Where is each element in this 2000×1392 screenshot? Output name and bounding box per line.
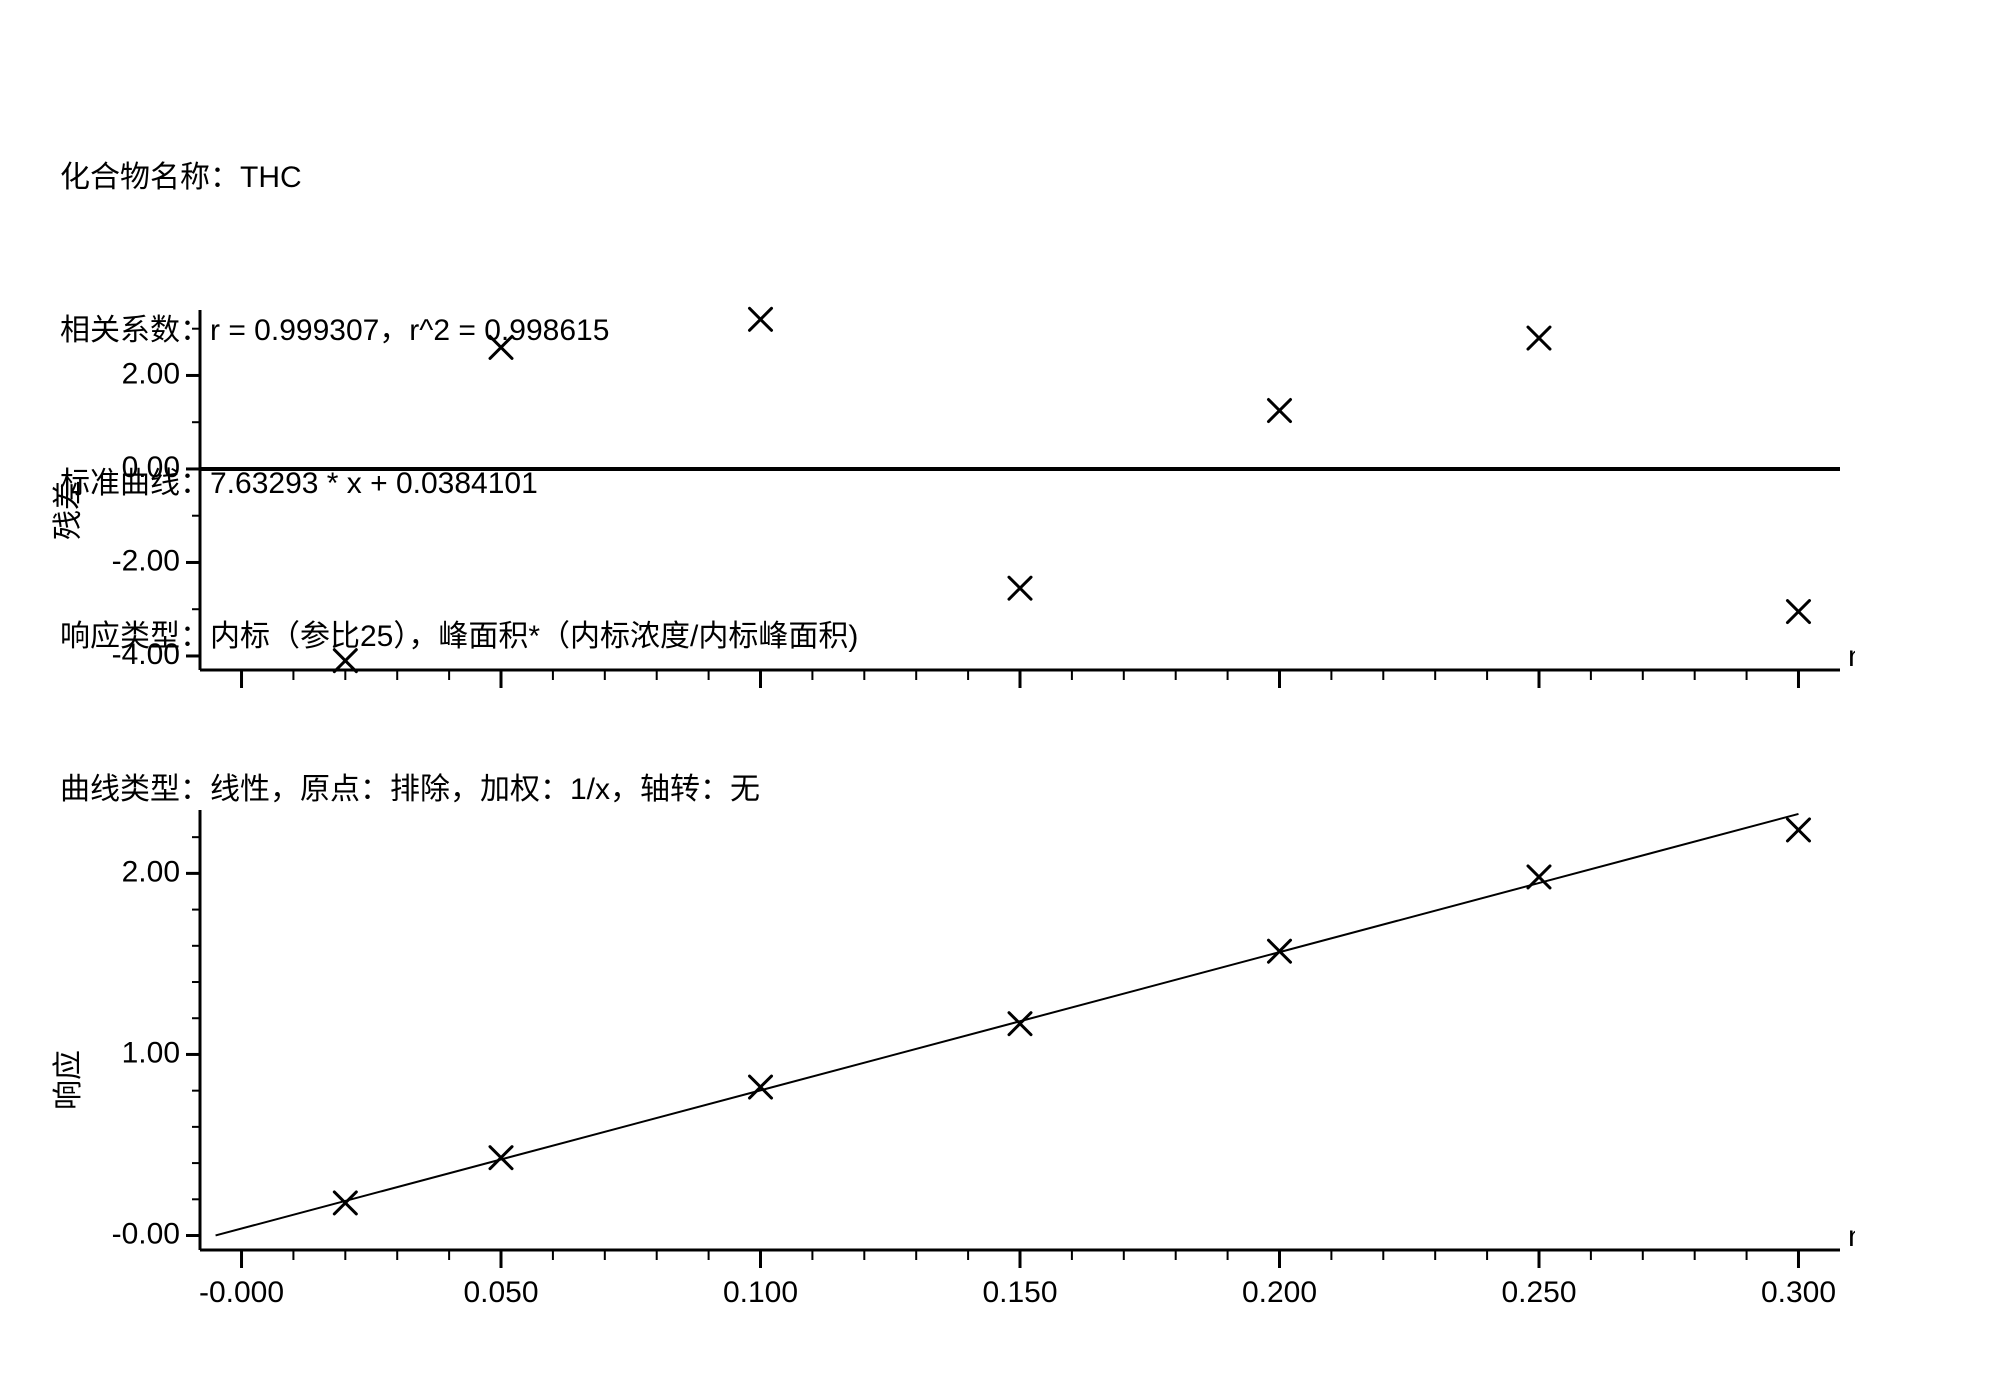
header-line-1: 化合物名称：THC xyxy=(60,152,1940,203)
svg-text:0.100: 0.100 xyxy=(723,1276,798,1309)
svg-text:0.050: 0.050 xyxy=(463,1276,538,1309)
svg-text:ng/mg: ng/mg xyxy=(1848,1220,1855,1253)
svg-text:0.250: 0.250 xyxy=(1501,1276,1576,1309)
response-ylabel: 响应 xyxy=(43,1050,87,1110)
svg-text:-4.00: -4.00 xyxy=(112,638,180,671)
residual-ylabel: 残差 xyxy=(43,480,87,540)
svg-text:2.00: 2.00 xyxy=(122,855,180,888)
svg-text:2.00: 2.00 xyxy=(122,357,180,390)
residual-chart: 残差 -4.00-2.000.002.00ng/mg xyxy=(95,300,1935,720)
page: 化合物名称：THC 相关系数：r = 0.999307，r^2 = 0.9986… xyxy=(0,0,2000,1392)
svg-text:0.300: 0.300 xyxy=(1761,1276,1836,1309)
response-chart: 响应 -0.001.002.00-0.0000.0500.1000.1500.2… xyxy=(95,800,1935,1360)
response-chart-svg: -0.00 1.00 2.00 -0.000 0.050 0.100 0.150 0.200 0… xyxy=(95,800,1855,1360)
svg-text:-0.00: -0.00 xyxy=(112,1217,180,1250)
residual-chart-svg: -4.00 -2.00 0.00 2.00 ng/mg xyxy=(95,300,1855,720)
svg-text:0.00: 0.00 xyxy=(122,451,180,484)
svg-text:1.00: 1.00 xyxy=(122,1036,180,1069)
svg-text:-2.00: -2.00 xyxy=(112,544,180,577)
svg-text:-0.000: -0.000 xyxy=(199,1276,284,1309)
svg-text:0.150: 0.150 xyxy=(982,1276,1057,1309)
svg-text:0.200: 0.200 xyxy=(1242,1276,1317,1309)
charts-container: 残差 -4.00-2.000.002.00ng/mg 响应 -0.001.002… xyxy=(95,300,1935,1360)
svg-text:ng/mg: ng/mg xyxy=(1848,640,1855,673)
